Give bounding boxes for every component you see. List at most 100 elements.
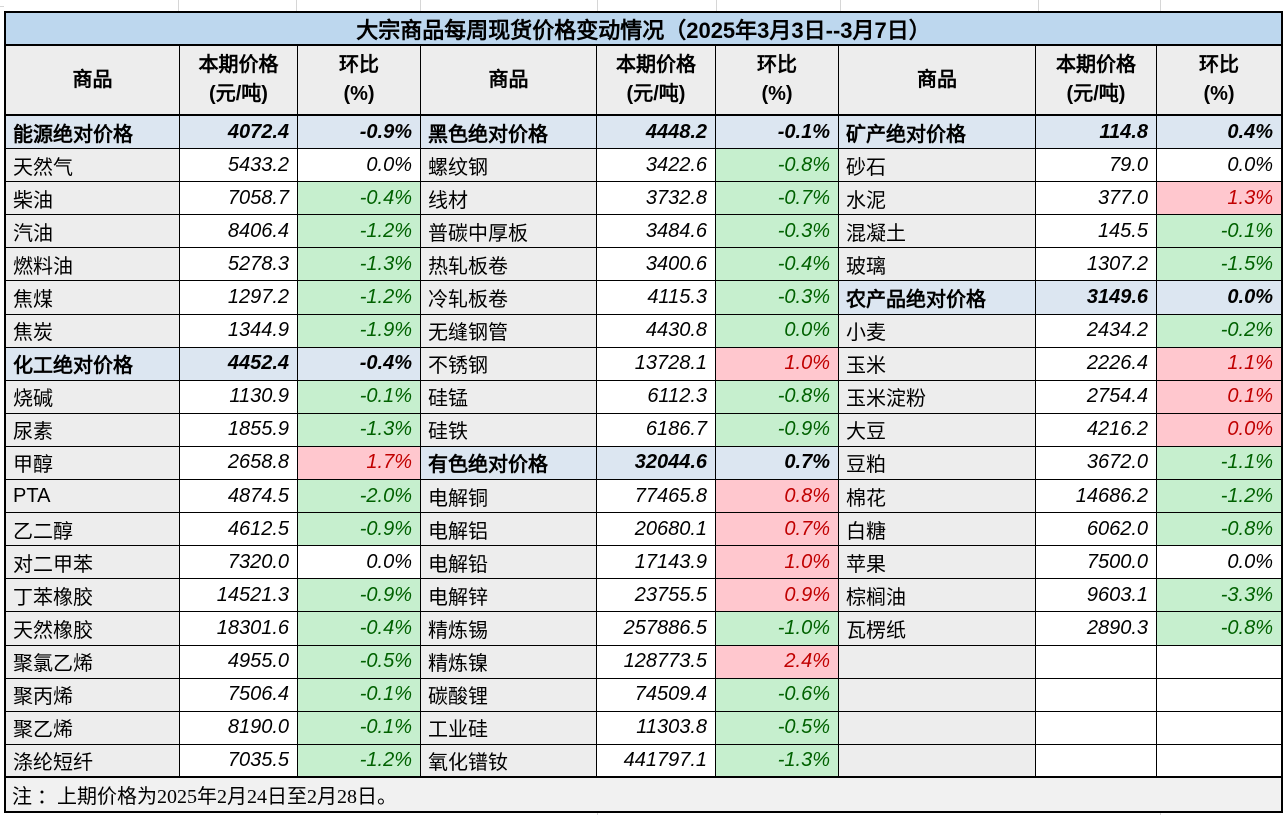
price-cell[interactable]: 23755.5	[597, 579, 716, 613]
price-cell[interactable]: 3400.6	[597, 248, 716, 282]
commodity-cell[interactable]: 大豆	[839, 413, 1036, 447]
price-cell[interactable]: 128773.5	[597, 645, 716, 679]
change-cell[interactable]: -1.9%	[298, 314, 421, 348]
change-cell[interactable]: -0.4%	[298, 347, 421, 381]
commodity-cell[interactable]: 电解铝	[421, 513, 597, 547]
change-cell[interactable]	[1157, 645, 1281, 679]
change-cell[interactable]: -1.2%	[298, 744, 421, 778]
commodity-cell[interactable]: 无缝钢管	[421, 314, 597, 348]
price-cell[interactable]	[1036, 678, 1157, 712]
change-cell[interactable]: -0.2%	[1157, 314, 1281, 348]
category-cell[interactable]: 农产品绝对价格	[839, 281, 1036, 315]
category-cell[interactable]: 能源绝对价格	[6, 116, 180, 150]
price-cell[interactable]: 4452.4	[180, 347, 298, 381]
price-cell[interactable]: 5278.3	[180, 248, 298, 282]
category-cell[interactable]: 矿产绝对价格	[839, 116, 1036, 150]
commodity-cell[interactable]: 天然橡胶	[6, 612, 180, 646]
change-cell[interactable]: -0.6%	[716, 678, 839, 712]
commodity-cell[interactable]: 硅锰	[421, 380, 597, 414]
commodity-cell[interactable]: 乙二醇	[6, 513, 180, 547]
change-cell[interactable]: -0.1%	[716, 116, 839, 150]
price-cell[interactable]: 4430.8	[597, 314, 716, 348]
header-change-1[interactable]: 环比 (%)	[298, 46, 421, 116]
commodity-cell[interactable]: 棉花	[839, 480, 1036, 514]
price-cell[interactable]: 7035.5	[180, 744, 298, 778]
change-cell[interactable]	[1157, 711, 1281, 745]
commodity-cell[interactable]: 豆粕	[839, 446, 1036, 481]
commodity-cell[interactable]: 精炼锡	[421, 612, 597, 646]
change-cell[interactable]: 1.0%	[716, 347, 839, 381]
change-cell[interactable]: -1.2%	[298, 281, 421, 315]
price-cell[interactable]: 3732.8	[597, 182, 716, 216]
change-cell[interactable]: -0.9%	[298, 579, 421, 613]
commodity-cell[interactable]: 电解铅	[421, 546, 597, 580]
price-cell[interactable]	[1036, 645, 1157, 679]
change-cell[interactable]: -0.5%	[298, 645, 421, 679]
price-cell[interactable]: 4072.4	[180, 116, 298, 150]
change-cell[interactable]: 0.1%	[1157, 380, 1281, 414]
price-cell[interactable]: 257886.5	[597, 612, 716, 646]
change-cell[interactable]: -1.1%	[1157, 446, 1281, 481]
price-cell[interactable]: 77465.8	[597, 480, 716, 514]
change-cell[interactable]: -0.3%	[716, 281, 839, 315]
change-cell[interactable]: -0.1%	[298, 678, 421, 712]
commodity-cell[interactable]: 工业硅	[421, 711, 597, 745]
price-cell[interactable]: 377.0	[1036, 182, 1157, 216]
change-cell[interactable]: -0.9%	[298, 116, 421, 150]
commodity-cell[interactable]: 水泥	[839, 182, 1036, 216]
commodity-cell[interactable]: 对二甲苯	[6, 546, 180, 580]
commodity-cell[interactable]: 氧化镨钕	[421, 744, 597, 778]
header-price-2[interactable]: 本期价格 (元/吨)	[597, 46, 716, 116]
commodity-cell[interactable]: 苹果	[839, 546, 1036, 580]
change-cell[interactable]: 0.0%	[1157, 149, 1281, 183]
change-cell[interactable]: 0.0%	[716, 314, 839, 348]
header-change-2[interactable]: 环比 (%)	[716, 46, 839, 116]
commodity-cell[interactable]: 玻璃	[839, 248, 1036, 282]
price-cell[interactable]: 1130.9	[180, 380, 298, 414]
price-cell[interactable]: 4874.5	[180, 480, 298, 514]
price-cell[interactable]: 5433.2	[180, 149, 298, 183]
change-cell[interactable]: -2.0%	[298, 480, 421, 514]
change-cell[interactable]: -0.8%	[1157, 612, 1281, 646]
commodity-cell[interactable]	[839, 744, 1036, 778]
price-cell[interactable]: 6186.7	[597, 413, 716, 447]
price-cell[interactable]	[1036, 744, 1157, 778]
change-cell[interactable]: -1.2%	[1157, 480, 1281, 514]
change-cell[interactable]: -1.3%	[298, 413, 421, 447]
price-cell[interactable]: 7500.0	[1036, 546, 1157, 580]
change-cell[interactable]: -1.3%	[298, 248, 421, 282]
price-cell[interactable]: 20680.1	[597, 513, 716, 547]
change-cell[interactable]: -0.4%	[298, 182, 421, 216]
commodity-cell[interactable]	[839, 711, 1036, 745]
price-cell[interactable]: 17143.9	[597, 546, 716, 580]
change-cell[interactable]: -0.5%	[716, 711, 839, 745]
change-cell[interactable]: -1.0%	[716, 612, 839, 646]
change-cell[interactable]: -0.1%	[1157, 215, 1281, 249]
price-cell[interactable]: 4448.2	[597, 116, 716, 150]
category-cell[interactable]: 有色绝对价格	[421, 446, 597, 481]
commodity-cell[interactable]: 丁苯橡胶	[6, 579, 180, 613]
change-cell[interactable]: 1.1%	[1157, 347, 1281, 381]
price-cell[interactable]: 3422.6	[597, 149, 716, 183]
price-cell[interactable]: 4612.5	[180, 513, 298, 547]
header-commodity-1[interactable]: 商品	[6, 46, 180, 116]
price-cell[interactable]: 14686.2	[1036, 480, 1157, 514]
price-cell[interactable]: 3484.6	[597, 215, 716, 249]
price-cell[interactable]: 145.5	[1036, 215, 1157, 249]
price-cell[interactable]: 14521.3	[180, 579, 298, 613]
commodity-cell[interactable]: 螺纹钢	[421, 149, 597, 183]
price-cell[interactable]: 32044.6	[597, 446, 716, 481]
commodity-cell[interactable]: 燃料油	[6, 248, 180, 282]
change-cell[interactable]: 0.0%	[1157, 546, 1281, 580]
price-cell[interactable]: 441797.1	[597, 744, 716, 778]
change-cell[interactable]: 1.7%	[298, 446, 421, 481]
price-cell[interactable]: 7320.0	[180, 546, 298, 580]
commodity-cell[interactable]: 焦炭	[6, 314, 180, 348]
commodity-cell[interactable]: 聚乙烯	[6, 711, 180, 745]
commodity-cell[interactable]: 焦煤	[6, 281, 180, 315]
commodity-cell[interactable]: 冷轧板卷	[421, 281, 597, 315]
header-price-3[interactable]: 本期价格 (元/吨)	[1036, 46, 1157, 116]
change-cell[interactable]: -1.3%	[716, 744, 839, 778]
change-cell[interactable]: -0.4%	[716, 248, 839, 282]
commodity-cell[interactable]: 聚氯乙烯	[6, 645, 180, 679]
